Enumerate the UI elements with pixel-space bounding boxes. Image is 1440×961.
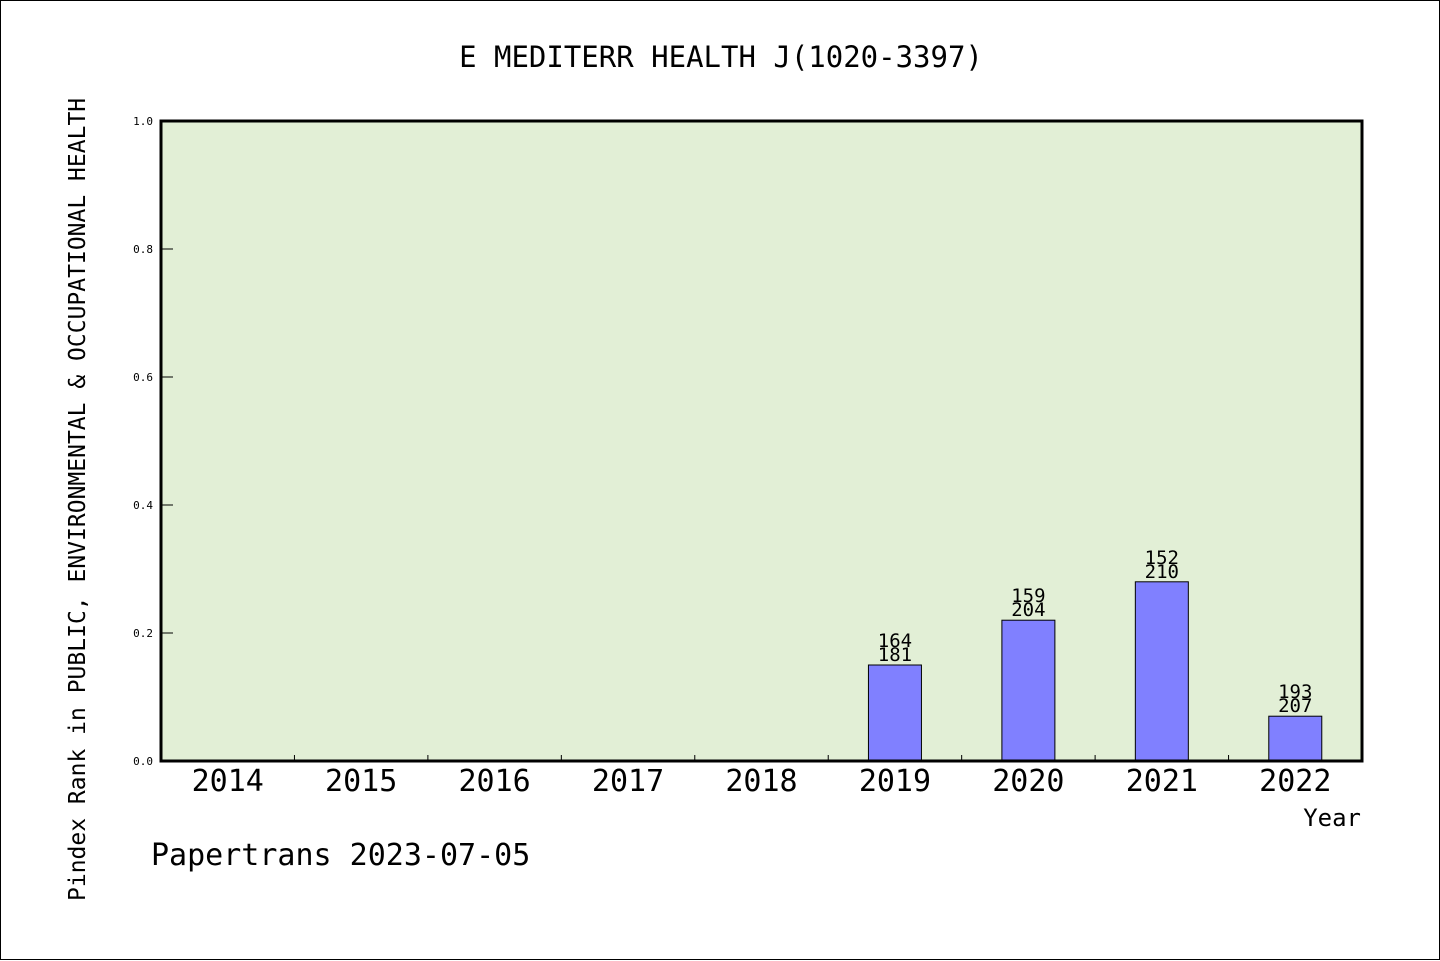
bars — [867, 581, 1323, 762]
bar-2020 — [1001, 619, 1056, 762]
x-tick-label: 2017 — [592, 764, 664, 799]
x-tick-label: 2018 — [725, 764, 797, 799]
bar-label-top: 164 — [878, 630, 912, 652]
y-tick-label: 0.8 — [133, 243, 153, 256]
bar-label-bottom: 204 — [1011, 599, 1045, 621]
y-tick-label: 0.6 — [133, 371, 153, 384]
footer-credit: Papertrans 2023-07-05 — [151, 838, 530, 873]
x-tick-label: 2019 — [859, 764, 931, 799]
y-tick-label: 1.0 — [133, 115, 153, 128]
bar-2019 — [867, 664, 922, 762]
x-tick-label: 2015 — [325, 764, 397, 799]
y-tick-label: 0.2 — [133, 627, 153, 640]
x-tick-label: 2014 — [192, 764, 264, 799]
bar-label-bottom: 210 — [1145, 561, 1179, 583]
x-axis-label: Year — [1303, 804, 1361, 832]
bar-label-bottom: 181 — [878, 644, 912, 666]
bar-label-bottom: 207 — [1278, 695, 1312, 717]
y-axis: 0.0 0.2 0.4 0.6 0.8 1.0 — [133, 115, 173, 768]
y-axis-label: Pindex Rank in PUBLIC, ENVIRONMENTAL & O… — [65, 98, 91, 901]
chart-title: E MEDITERR HEALTH J(1020-3397) — [459, 40, 983, 74]
bar-2022 — [1268, 715, 1323, 762]
bar-label-top: 159 — [1011, 585, 1045, 607]
x-tick-label: 2021 — [1126, 764, 1198, 799]
bar-label-top: 152 — [1145, 547, 1179, 569]
x-axis: 2014 2015 2016 2017 2018 2019 2020 2021 2022 — [192, 755, 1331, 799]
x-tick-label: 2020 — [992, 764, 1064, 799]
y-tick-label: 0.4 — [133, 499, 153, 512]
plot-border — [159, 119, 1364, 763]
x-tick-label: 2022 — [1259, 764, 1331, 799]
x-tick-label: 2016 — [458, 764, 530, 799]
bar-2021 — [1134, 581, 1189, 762]
y-tick-label: 0.0 — [133, 755, 153, 768]
bar-label-top: 193 — [1278, 681, 1312, 703]
